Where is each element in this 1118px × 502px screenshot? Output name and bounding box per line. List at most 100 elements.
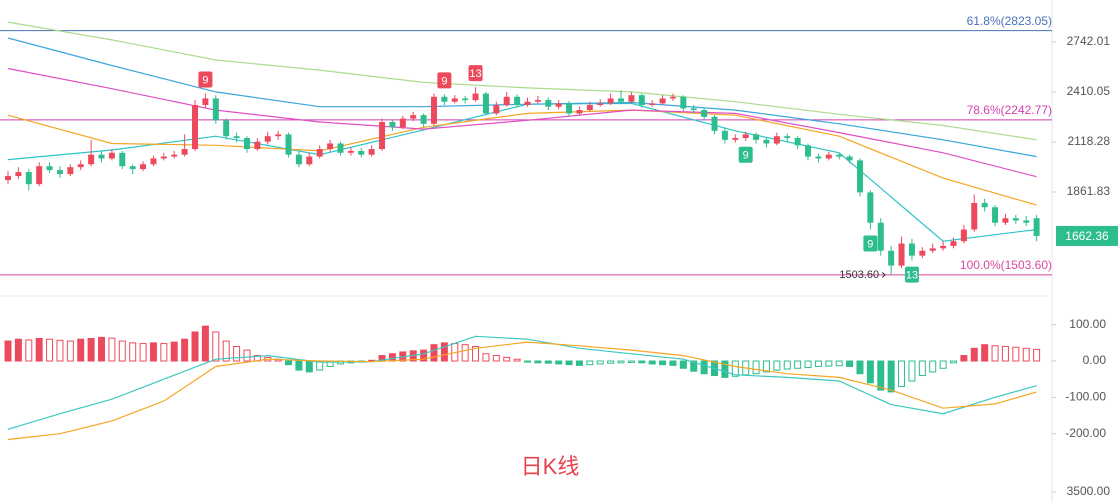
macd-bar <box>77 338 85 362</box>
macd-bar <box>762 360 770 373</box>
candle-body <box>441 96 448 102</box>
candle-body <box>545 100 552 107</box>
candle-body <box>888 250 895 266</box>
macd-bar <box>648 360 656 365</box>
candle-body <box>306 156 313 165</box>
candle-body <box>555 103 562 107</box>
candle-body <box>732 138 739 140</box>
td-flag <box>738 146 753 163</box>
candle-body <box>399 118 406 128</box>
candle-body <box>482 93 489 114</box>
candle-body <box>659 98 666 104</box>
candle-body <box>836 154 843 157</box>
macd-bar <box>201 325 209 362</box>
candle-body <box>825 154 832 159</box>
y-tick-label: 2742.01 <box>1067 34 1111 48</box>
fib-label: 61.8%(2823.05) <box>967 14 1052 28</box>
macd-bar <box>856 360 864 375</box>
candle-body <box>160 156 167 159</box>
candle-body <box>119 152 126 167</box>
macd-bar <box>191 331 199 362</box>
candle-body <box>150 158 157 165</box>
candle-body <box>628 95 635 102</box>
macd-bar <box>46 338 54 362</box>
td-flag <box>437 72 452 89</box>
candle-body <box>503 96 510 106</box>
candle-body <box>898 243 905 266</box>
candle-body <box>576 110 583 114</box>
macd-bar <box>25 339 33 362</box>
candle-body <box>337 143 344 153</box>
candle-body <box>919 250 926 256</box>
candle-body <box>618 98 625 102</box>
td-flag <box>468 65 483 82</box>
ma-line <box>7 109 1037 206</box>
candle-body <box>867 192 874 223</box>
macd-bar <box>939 360 947 369</box>
macd-bar <box>773 360 781 371</box>
macd-bar <box>814 360 822 367</box>
candle-body <box>430 96 437 124</box>
macd-bar <box>212 331 220 362</box>
y-tick-label: -100.00 <box>1065 390 1106 404</box>
candle-body <box>192 105 199 150</box>
macd-bar <box>181 338 189 362</box>
macd-bar <box>586 360 594 366</box>
macd-bar <box>430 344 438 362</box>
candle-body <box>794 138 801 146</box>
candle-body <box>669 96 676 99</box>
candle-body <box>649 103 656 106</box>
macd-bar <box>285 360 293 366</box>
candle-body <box>805 145 812 157</box>
y-tick-label: 2118.28 <box>1068 134 1111 148</box>
candle-body <box>638 95 645 106</box>
macd-bar <box>14 338 22 362</box>
macd-bar <box>794 360 802 369</box>
macd-bar <box>627 360 635 363</box>
candle-body <box>773 136 780 144</box>
candle-body <box>711 116 718 131</box>
macd-bar <box>555 360 563 365</box>
candle-body <box>264 136 271 142</box>
macd-bar <box>700 360 708 375</box>
candle-body <box>462 98 469 101</box>
candle-body <box>243 138 250 150</box>
candle-body <box>358 150 365 155</box>
watermark: 日K线 <box>521 454 580 479</box>
candle-body <box>690 108 697 111</box>
macd-bar <box>638 360 646 364</box>
candle-body <box>129 166 136 170</box>
macd-bar <box>918 360 926 377</box>
candle-body <box>524 101 531 106</box>
macd-bar <box>524 360 531 363</box>
macd-bar <box>908 360 916 382</box>
candle-body <box>784 136 791 139</box>
td-label: 13 <box>469 68 481 80</box>
candle-body <box>36 166 43 185</box>
candle-body <box>493 105 500 114</box>
macd-bar <box>388 353 396 362</box>
candle-body <box>181 149 188 155</box>
macd-bar <box>866 360 874 384</box>
candle-body <box>275 134 282 137</box>
candle-body <box>950 241 957 246</box>
candle-body <box>327 143 334 150</box>
y-tick-label: 100.00 <box>1069 317 1106 331</box>
y-tick-label: -200.00 <box>1065 426 1106 440</box>
macd-bar <box>1012 346 1020 362</box>
macd-bar <box>835 360 843 367</box>
y-tick-label: 0.00 <box>1083 353 1107 367</box>
candle-body <box>971 202 978 230</box>
macd-bar <box>534 360 542 364</box>
y-tick-label: 2410.05 <box>1067 84 1111 98</box>
candle-body <box>389 122 396 128</box>
candle-body <box>420 115 427 124</box>
macd-bar <box>35 337 43 362</box>
candle-body <box>607 98 614 104</box>
ma-line <box>7 21 1037 141</box>
macd-bar <box>118 340 126 362</box>
macd-bar <box>981 344 989 362</box>
td-label: 9 <box>743 150 749 162</box>
candle-body <box>77 164 84 168</box>
